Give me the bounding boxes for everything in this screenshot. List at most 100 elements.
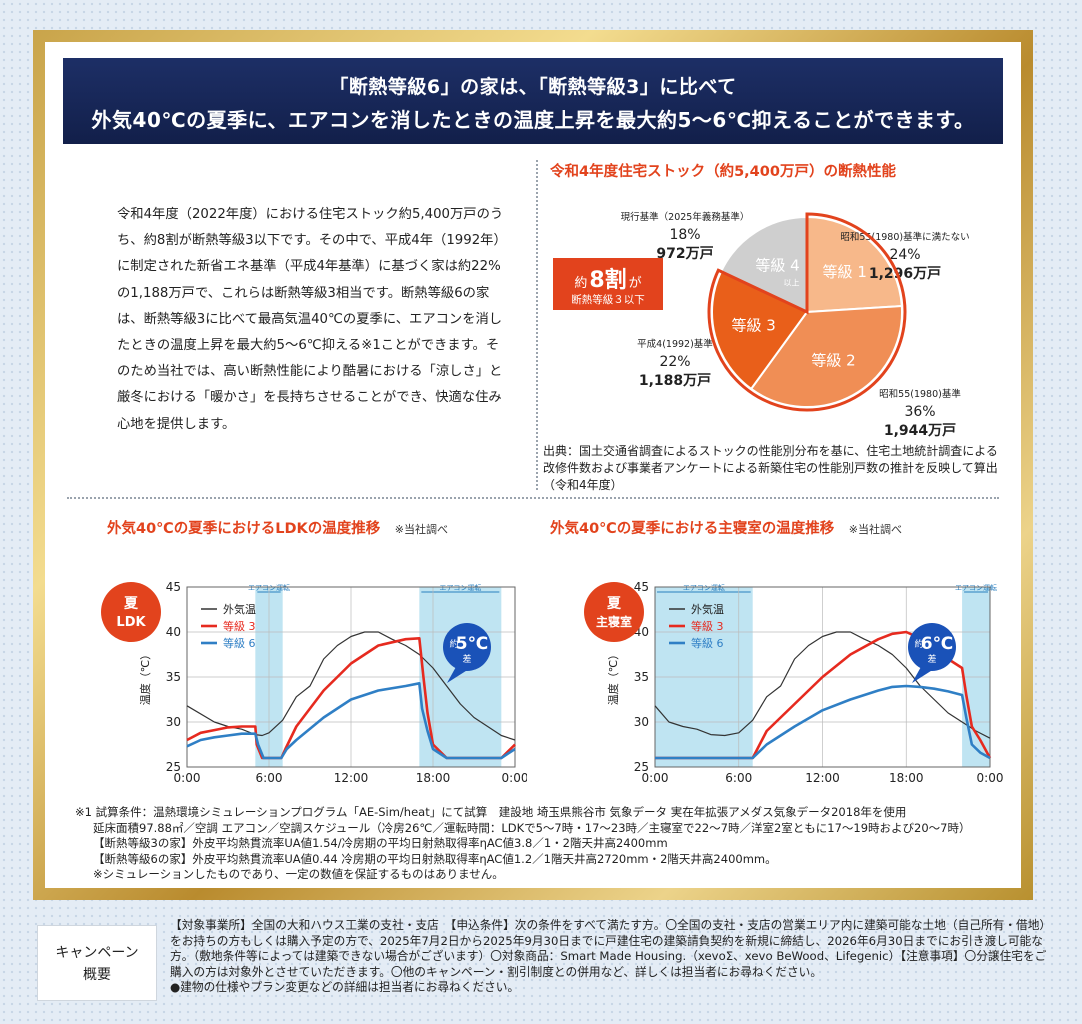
- diff-value: 5℃: [456, 634, 488, 654]
- x-tick-label: 0:00: [502, 771, 527, 785]
- footnote-line1: ※1 試算条件：温熱環境シミュレーションプログラム「AE-Sim/heat」にて…: [75, 805, 907, 819]
- plot-frame: [186, 586, 516, 768]
- campaign-label2: 概要: [83, 967, 111, 983]
- series-line: [655, 684, 991, 760]
- y-axis-label: 温度（℃）: [606, 649, 620, 705]
- pie-legend-units: 1,944万戸: [884, 423, 956, 439]
- diff-suffix: 差: [462, 653, 471, 665]
- series-line: [655, 630, 992, 760]
- grade-1-3-outline: [707, 212, 907, 412]
- diff-prefix: 約: [914, 638, 923, 650]
- pie-title: 令和4年度住宅ストック（約5,400万戸）の断熱性能: [550, 164, 896, 180]
- pie-slice-label: 等級 4: [755, 256, 799, 274]
- callout-suffix: が: [628, 276, 642, 291]
- footnote-line3: 【断熱等級3の家】外皮平均熱貫流率UA値1.54/冷房期の平均日射熱取得率ηAC…: [93, 836, 668, 850]
- divider-vertical: [536, 160, 538, 490]
- y-tick-label: 45: [166, 580, 181, 594]
- pie-slice-1: [806, 215, 903, 314]
- headline-line1: 「断熱等級6」の家は、「断熱等級3」に比べて: [329, 76, 737, 98]
- pie-legend-percent: 22%: [659, 354, 690, 370]
- x-tick-label: 0:00: [977, 771, 1004, 785]
- pie-legend-percent: 24%: [889, 247, 920, 263]
- pie-legend-units: 1,296万戸: [869, 266, 941, 282]
- pie-slice-sublabel: 以上: [783, 278, 799, 287]
- callout-prefix: 約: [574, 276, 588, 291]
- x-tick-label: 6:00: [725, 771, 752, 785]
- season-badge: [584, 582, 644, 642]
- pie-slice-label: 等級 2: [811, 351, 855, 369]
- eighty-percent-callout: 約8割が 断熱等級３以下: [553, 258, 663, 310]
- season-badge-line2: 主寝室: [596, 614, 632, 629]
- campaign-text2: ●建物の仕様やプラン変更などの詳細は担当者にお尋ねください。: [170, 980, 520, 995]
- y-tick-label: 35: [634, 670, 649, 684]
- diff-suffix: 差: [927, 653, 936, 665]
- series-line: [186, 682, 516, 760]
- campaign-label1: キャンペーン: [55, 945, 139, 961]
- pie-legend-percent: 18%: [669, 227, 700, 243]
- footnote-line2: 延床面積97.88㎡／空調 エアコン／空調スケジュール（冷房26℃／運転時間：L…: [93, 820, 971, 835]
- pie-legend-desc: 昭和55(1980)基準: [879, 388, 961, 400]
- x-tick-label: 12:00: [334, 771, 369, 785]
- pie-slice-4: [719, 215, 808, 314]
- ldk-note: ※当社調べ: [394, 523, 448, 536]
- campaign-text1: 【対象事業所】全国の大和ハウス工業の支社・支店 【申込条件】次の条件をすべて満た…: [170, 918, 1047, 979]
- x-tick-label: 6:00: [256, 771, 283, 785]
- plot-frame: [654, 586, 991, 768]
- season-badge-line2: LDK: [116, 615, 146, 630]
- legend-label: 等級 3: [223, 619, 256, 633]
- content-panel: 「断熱等級6」の家は、「断熱等級3」に比べて 外気40℃の夏季に、エアコンを消し…: [45, 42, 1021, 888]
- legend-label: 外気温: [691, 602, 724, 616]
- pie-slice-label: 等級 1: [823, 263, 867, 281]
- callout-sub: 断熱等級３以下: [571, 294, 645, 306]
- pie-legend-units: 972万戸: [656, 246, 713, 262]
- pie-source: 出典：国土交通省調査によるストックの性能別分布を基に、住宅土地統計調査による改修…: [543, 444, 998, 492]
- bedroom-title-text: 外気40℃の夏季における主寝室の温度推移: [550, 521, 835, 537]
- y-tick-label: 45: [634, 580, 649, 594]
- legend-label: 等級 6: [223, 636, 256, 650]
- diff-bubble: [908, 623, 956, 671]
- x-tick-label: 12:00: [805, 771, 840, 785]
- y-tick-label: 30: [166, 715, 181, 729]
- season-badge-line1: 夏: [124, 595, 139, 612]
- pie-legend-percent: 36%: [904, 404, 935, 420]
- ldk-chart-title: 外気40℃の夏季におけるLDKの温度推移 ※当社調べ: [107, 517, 448, 538]
- intro-paragraph: 令和4年度（2022年度）における住宅ストック約5,400万戸のうち、約8割が断…: [117, 207, 507, 432]
- bedroom-note: ※当社調べ: [848, 523, 902, 536]
- season-badge-line1: 夏: [607, 595, 622, 612]
- series-line: [654, 631, 991, 739]
- x-tick-label: 18:00: [416, 771, 451, 785]
- ldk-title-text: 外気40℃の夏季におけるLDKの温度推移: [107, 521, 381, 537]
- y-tick-label: 35: [166, 670, 181, 684]
- bedroom-chart-title: 外気40℃の夏季における主寝室の温度推移 ※当社調べ: [550, 517, 902, 538]
- pie-slice-label: 等級 3: [731, 317, 775, 335]
- headline-line2: 外気40℃の夏季に、エアコンを消したときの温度上昇を最大約5～6℃抑えることがで…: [91, 108, 975, 132]
- pie-legend-desc: 昭和55(1980)基準に満たない: [840, 231, 969, 243]
- season-badge: [101, 582, 161, 642]
- divider-horizontal: [67, 497, 999, 499]
- y-axis-label: 温度（℃）: [138, 649, 152, 705]
- campaign-text: 【対象事業所】全国の大和ハウス工業の支社・支店 【申込条件】次の条件をすべて満た…: [170, 918, 1050, 996]
- legend-label: 等級 6: [691, 636, 724, 650]
- diff-prefix: 約: [449, 638, 458, 650]
- footnote-line5: ※シミュレーションしたものであり、一定の数値を保証するものはありません。: [93, 867, 504, 881]
- footnote-line4: 【断熱等級6の家】外皮平均熱貫流率UA値0.44 冷房期の平均日射熱取得率ηAC…: [93, 851, 777, 866]
- campaign-label-box: キャンペーン 概要: [37, 925, 157, 1001]
- x-tick-label: 0:00: [174, 771, 201, 785]
- legend-label: 等級 3: [691, 619, 724, 633]
- diff-value: 6℃: [921, 634, 953, 654]
- headline-banner: 「断熱等級6」の家は、「断熱等級3」に比べて 外気40℃の夏季に、エアコンを消し…: [63, 58, 1003, 144]
- y-tick-label: 30: [634, 715, 649, 729]
- gold-frame: 「断熱等級6」の家は、「断熱等級3」に比べて 外気40℃の夏季に、エアコンを消し…: [33, 30, 1033, 900]
- pie-slice-2: [749, 304, 903, 408]
- footnote: ※1 試算条件：温熱環境シミュレーションプログラム「AE-Sim/heat」にて…: [75, 805, 1015, 883]
- x-tick-label: 18:00: [889, 771, 924, 785]
- pie-legend-desc: 平成4(1992)基準: [637, 338, 713, 350]
- diff-bubble: [443, 623, 491, 671]
- pie-legend-units: 1,188万戸: [639, 373, 711, 389]
- pie-legend-desc: 現行基準（2025年義務基準）: [621, 211, 750, 223]
- x-tick-label: 0:00: [642, 771, 669, 785]
- y-tick-label: 40: [166, 625, 181, 639]
- y-tick-label: 25: [166, 760, 181, 774]
